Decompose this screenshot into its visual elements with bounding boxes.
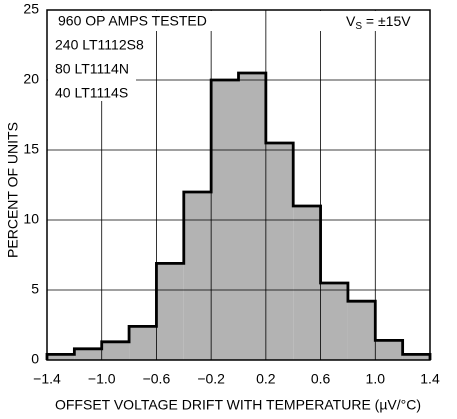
annotation: 80 LT1114N [55, 61, 129, 77]
x-tick-label: 0.6 [311, 371, 331, 387]
x-tick-label: 1.4 [420, 371, 440, 387]
bar [402, 354, 430, 360]
bar [156, 263, 184, 360]
annotation: 960 OP AMPS TESTED [58, 13, 207, 29]
bar [293, 206, 321, 360]
y-tick-label: 0 [31, 351, 39, 367]
x-tick-label: 1.0 [366, 371, 386, 387]
bar [347, 301, 376, 360]
x-tick-label: −1.0 [88, 371, 116, 387]
annotation: 240 LT1112S8 [55, 37, 144, 53]
bar [320, 283, 348, 360]
y-axis-label: PERCENT OF UNITS [5, 122, 21, 258]
supply-main: V [346, 13, 356, 29]
annotation: 40 LT1114S [55, 85, 128, 101]
bar [183, 192, 212, 360]
bar [74, 348, 102, 360]
y-tick-label: 25 [23, 1, 39, 17]
histogram-outline [45, 71, 432, 360]
y-tick-label: 20 [23, 71, 39, 87]
bar [129, 326, 157, 360]
bar [265, 143, 294, 360]
x-tick-label: −1.4 [33, 371, 61, 387]
x-tick-label: −0.2 [197, 371, 225, 387]
bar [375, 340, 403, 360]
bar [47, 354, 75, 360]
supply-sub: S [355, 21, 362, 32]
annotation-box [48, 11, 258, 31]
x-tick-label: 0.2 [256, 371, 276, 387]
y-tick-label: 5 [31, 281, 39, 297]
annotation-box [48, 31, 136, 101]
supply-rest: = ±15V [362, 13, 411, 29]
x-axis-label: OFFSET VOLTAGE DRIFT WITH TEMPERATURE (µ… [55, 397, 421, 413]
y-tick-label: 15 [23, 141, 39, 157]
y-tick-label: 10 [23, 211, 39, 227]
bar [238, 73, 266, 360]
supply-label: VS = ±15V [346, 13, 411, 32]
annotation-box [318, 11, 429, 31]
bar [101, 341, 130, 360]
x-tick-label: −0.6 [143, 371, 171, 387]
plot-frame [46, 9, 431, 361]
